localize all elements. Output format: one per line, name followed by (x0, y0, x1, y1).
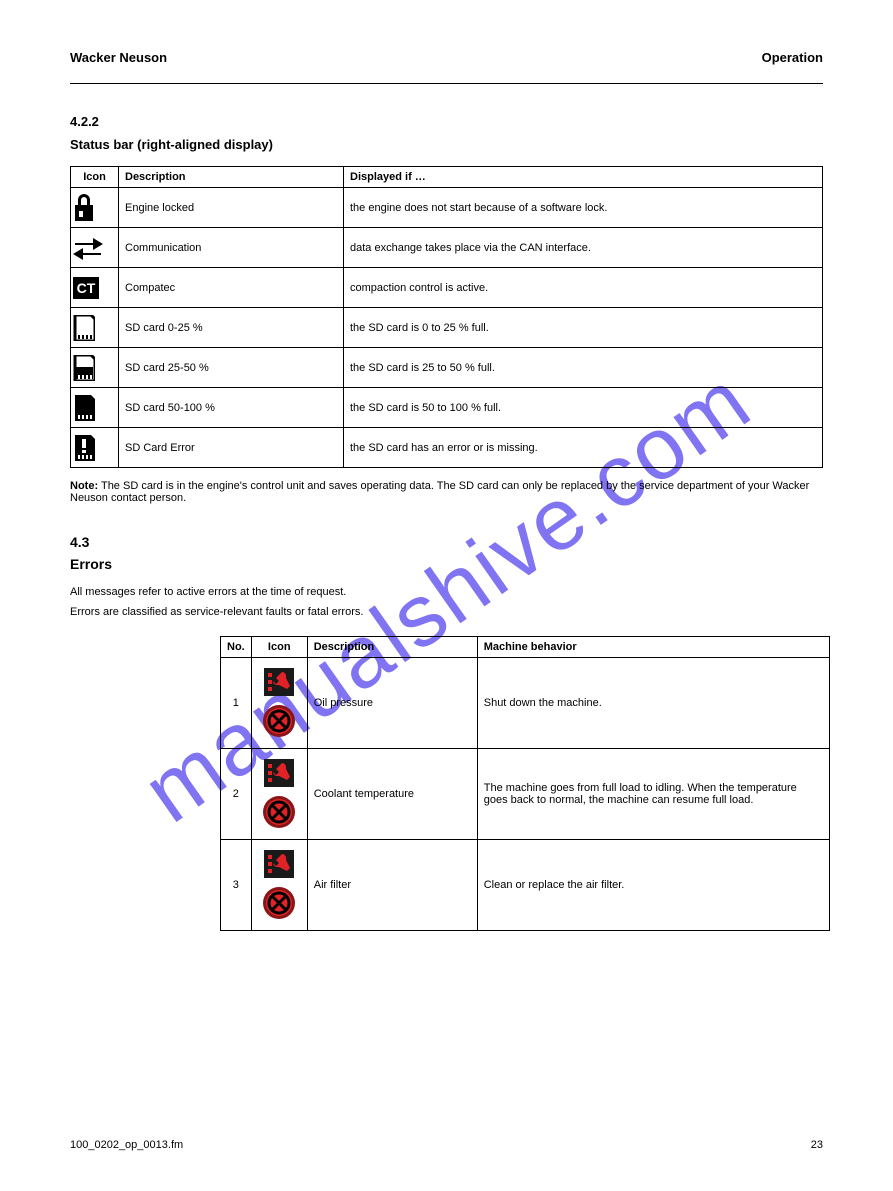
svg-text:CT: CT (77, 280, 96, 296)
t1-cond: compaction control is active. (344, 268, 823, 308)
header-rule (70, 83, 823, 84)
service-icon (264, 759, 294, 787)
section-para1: All messages refer to active errors at t… (70, 586, 823, 598)
t1-header-icon: Icon (71, 167, 119, 188)
t1-header-cond: Displayed if … (344, 167, 823, 188)
header-section-label: Operation (762, 50, 823, 65)
sd-error-icon (73, 435, 95, 461)
arrows-icon (73, 233, 103, 263)
service-icon (264, 668, 294, 696)
status-icons-table: Icon Description Displayed if … Engine l… (70, 166, 823, 468)
t2-header-icon: Icon (251, 637, 307, 658)
t1-desc: Communication (119, 228, 344, 268)
table-row: CT Compatec compaction control is active… (71, 268, 823, 308)
t2-name: Air filter (307, 840, 477, 931)
t1-cond: the SD card is 25 to 50 % full. (344, 348, 823, 388)
fatal-error-icon (262, 795, 296, 829)
table-row: Engine locked the engine does not start … (71, 188, 823, 228)
fatal-error-icon (262, 704, 296, 738)
t1-cond: the SD card is 0 to 25 % full. (344, 308, 823, 348)
t2-behavior: The machine goes from full load to idlin… (477, 749, 829, 840)
t2-name: Coolant temperature (307, 749, 477, 840)
t1-cond: the engine does not start because of a s… (344, 188, 823, 228)
table-row: 1 (221, 658, 830, 749)
t2-no: 2 (221, 749, 252, 840)
t1-desc: SD Card Error (119, 428, 344, 468)
footer-left: 100_0202_op_0013.fm (70, 1139, 183, 1151)
service-icon (264, 850, 294, 878)
subsection-number: 4.2.2 (70, 114, 823, 129)
table-row: Communication data exchange takes place … (71, 228, 823, 268)
t2-header-behavior: Machine behavior (477, 637, 829, 658)
note-block: Note: The SD card is in the engine's con… (70, 480, 823, 504)
t1-desc: Compatec (119, 268, 344, 308)
t2-no: 3 (221, 840, 252, 931)
subsection-title: Status bar (right-aligned display) (70, 137, 823, 152)
fatal-error-icon (262, 886, 296, 920)
table-row: SD card 0-25 % the SD card is 0 to 25 % … (71, 308, 823, 348)
table-row: SD card 50-100 % the SD card is 50 to 10… (71, 388, 823, 428)
header-doc-title: Wacker Neuson (70, 50, 167, 65)
section-number: 4.3 (70, 534, 823, 550)
note-label: Note: (70, 480, 98, 492)
t2-name: Oil pressure (307, 658, 477, 749)
ct-icon: CT (73, 277, 99, 299)
t2-no: 1 (221, 658, 252, 749)
table-row: SD card 25-50 % the SD card is 25 to 50 … (71, 348, 823, 388)
t2-header-desc: Description (307, 637, 477, 658)
table-row: SD Card Error the SD card has an error o… (71, 428, 823, 468)
t1-desc: Engine locked (119, 188, 344, 228)
footer-right: 23 (811, 1139, 823, 1151)
note-text: The SD card is in the engine's control u… (70, 480, 809, 504)
t1-header-desc: Description (119, 167, 344, 188)
lock-icon (73, 193, 95, 223)
table-row: 2 (221, 749, 830, 840)
t2-header-no: No. (221, 637, 252, 658)
table-row: 3 (221, 840, 830, 931)
t1-cond: the SD card is 50 to 100 % full. (344, 388, 823, 428)
sd-half-icon (73, 355, 95, 381)
t1-desc: SD card 0-25 % (119, 308, 344, 348)
sd-empty-icon (73, 315, 95, 341)
errors-table: No. Icon Description Machine behavior 1 (220, 636, 830, 931)
t1-cond: the SD card has an error or is missing. (344, 428, 823, 468)
t2-behavior: Clean or replace the air filter. (477, 840, 829, 931)
section-para2: Errors are classified as service-relevan… (70, 606, 823, 618)
sd-full-icon (73, 395, 95, 421)
section-title: Errors (70, 556, 823, 572)
page-footer: 100_0202_op_0013.fm 23 (70, 1139, 823, 1151)
t1-cond: data exchange takes place via the CAN in… (344, 228, 823, 268)
t1-desc: SD card 25-50 % (119, 348, 344, 388)
t2-behavior: Shut down the machine. (477, 658, 829, 749)
t1-desc: SD card 50-100 % (119, 388, 344, 428)
